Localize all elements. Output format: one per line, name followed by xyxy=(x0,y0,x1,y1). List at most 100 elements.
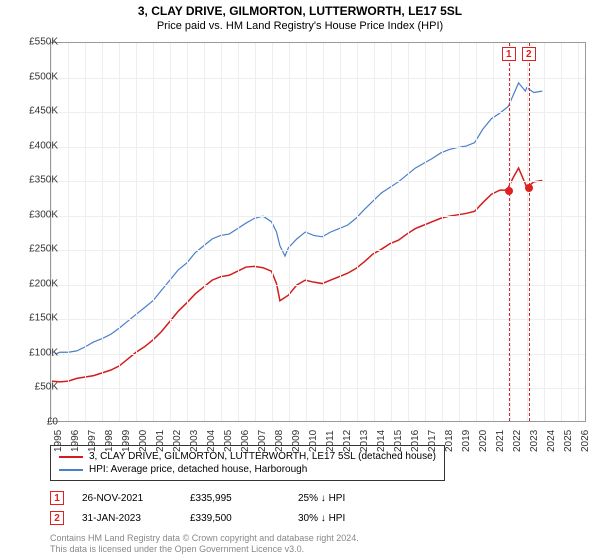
series-line xyxy=(51,83,542,356)
gridline-vertical xyxy=(272,43,273,421)
x-axis-label: 2002 xyxy=(172,430,183,452)
x-axis-label: 2003 xyxy=(189,430,200,452)
transaction-marker: 2 xyxy=(50,511,64,525)
x-axis-label: 2024 xyxy=(546,430,557,452)
gridline-vertical xyxy=(306,43,307,421)
gridline-vertical xyxy=(153,43,154,421)
y-axis-label: £250K xyxy=(29,244,58,255)
y-axis-label: £200K xyxy=(29,278,58,289)
x-axis-label: 2011 xyxy=(325,430,336,452)
gridline-horizontal xyxy=(51,181,585,182)
gridline-vertical xyxy=(119,43,120,421)
transaction-price: £339,500 xyxy=(190,513,280,524)
attribution-line: Contains HM Land Registry data © Crown c… xyxy=(50,533,359,545)
transaction-date: 31-JAN-2023 xyxy=(82,513,172,524)
transaction-marker: 1 xyxy=(50,491,64,505)
legend-label: 3, CLAY DRIVE, GILMORTON, LUTTERWORTH, L… xyxy=(89,451,436,462)
gridline-vertical xyxy=(459,43,460,421)
x-axis-label: 2021 xyxy=(495,430,506,452)
x-axis-label: 2019 xyxy=(461,430,472,452)
chart-subtitle: Price paid vs. HM Land Registry's House … xyxy=(0,18,600,38)
gridline-vertical xyxy=(442,43,443,421)
attribution-line: This data is licensed under the Open Gov… xyxy=(50,544,359,556)
gridline-vertical xyxy=(102,43,103,421)
x-axis-label: 2009 xyxy=(291,430,302,452)
x-axis-label: 2023 xyxy=(529,430,540,452)
x-axis-label: 2004 xyxy=(206,430,217,452)
x-axis-label: 2010 xyxy=(308,430,319,452)
x-axis-label: 2001 xyxy=(155,430,166,452)
transaction-price: £335,995 xyxy=(190,493,280,504)
x-axis-label: 1999 xyxy=(121,430,132,452)
x-axis-label: 2014 xyxy=(376,430,387,452)
y-axis-label: £500K xyxy=(29,71,58,82)
y-axis-label: £350K xyxy=(29,175,58,186)
y-axis-label: £150K xyxy=(29,313,58,324)
gridline-vertical xyxy=(323,43,324,421)
marker-vline xyxy=(529,43,530,421)
gridline-vertical xyxy=(238,43,239,421)
transactions-table: 1 26-NOV-2021 £335,995 25% ↓ HPI 2 31-JAN-202… xyxy=(50,488,388,528)
x-axis-label: 2018 xyxy=(444,430,455,452)
chart-lines-svg xyxy=(51,43,585,421)
marker-vline xyxy=(509,43,510,421)
x-axis-label: 2022 xyxy=(512,430,523,452)
gridline-vertical xyxy=(170,43,171,421)
x-axis-label: 2020 xyxy=(478,430,489,452)
x-axis-label: 2015 xyxy=(393,430,404,452)
x-axis-label: 2025 xyxy=(563,430,574,452)
x-axis-label: 2017 xyxy=(427,430,438,452)
y-axis-label: £450K xyxy=(29,106,58,117)
x-axis-label: 1998 xyxy=(104,430,115,452)
transaction-row: 1 26-NOV-2021 £335,995 25% ↓ HPI xyxy=(50,488,388,508)
y-axis-label: £550K xyxy=(29,37,58,48)
legend-label: HPI: Average price, detached house, Harb… xyxy=(89,464,307,475)
gridline-horizontal xyxy=(51,354,585,355)
x-axis-label: 2016 xyxy=(410,430,421,452)
gridline-vertical xyxy=(578,43,579,421)
gridline-horizontal xyxy=(51,285,585,286)
y-axis-label: £400K xyxy=(29,140,58,151)
gridline-horizontal xyxy=(51,112,585,113)
gridline-vertical xyxy=(408,43,409,421)
gridline-vertical xyxy=(476,43,477,421)
gridline-horizontal xyxy=(51,216,585,217)
transaction-row: 2 31-JAN-2023 £339,500 30% ↓ HPI xyxy=(50,508,388,528)
gridline-vertical xyxy=(68,43,69,421)
gridline-horizontal xyxy=(51,250,585,251)
gridline-vertical xyxy=(425,43,426,421)
marker-label-box: 1 xyxy=(502,47,516,61)
x-axis-label: 2000 xyxy=(138,430,149,452)
x-axis-label: 2006 xyxy=(240,430,251,452)
legend-swatch xyxy=(59,469,83,471)
gridline-vertical xyxy=(357,43,358,421)
chart-container: 3, CLAY DRIVE, GILMORTON, LUTTERWORTH, L… xyxy=(0,0,600,560)
transaction-pct: 30% ↓ HPI xyxy=(298,513,388,524)
x-axis-label: 2026 xyxy=(580,430,591,452)
y-axis-label: £300K xyxy=(29,209,58,220)
chart-title: 3, CLAY DRIVE, GILMORTON, LUTTERWORTH, L… xyxy=(0,0,600,18)
gridline-vertical xyxy=(510,43,511,421)
series-line xyxy=(51,168,542,382)
gridline-vertical xyxy=(255,43,256,421)
legend-row: HPI: Average price, detached house, Harb… xyxy=(59,463,436,476)
x-axis-label: 1995 xyxy=(53,430,64,452)
marker-dot xyxy=(525,184,533,192)
gridline-vertical xyxy=(85,43,86,421)
gridline-vertical xyxy=(289,43,290,421)
gridline-vertical xyxy=(136,43,137,421)
legend-swatch xyxy=(59,456,83,458)
gridline-horizontal xyxy=(51,147,585,148)
y-axis-label: £100K xyxy=(29,347,58,358)
chart-plot-area: 12 xyxy=(50,42,586,422)
transaction-pct: 25% ↓ HPI xyxy=(298,493,388,504)
gridline-vertical xyxy=(544,43,545,421)
y-axis-label: £50K xyxy=(35,382,58,393)
x-axis-label: 2005 xyxy=(223,430,234,452)
gridline-horizontal xyxy=(51,319,585,320)
gridline-vertical xyxy=(221,43,222,421)
transaction-date: 26-NOV-2021 xyxy=(82,493,172,504)
x-axis-label: 2013 xyxy=(359,430,370,452)
marker-dot xyxy=(505,187,513,195)
gridline-vertical xyxy=(187,43,188,421)
